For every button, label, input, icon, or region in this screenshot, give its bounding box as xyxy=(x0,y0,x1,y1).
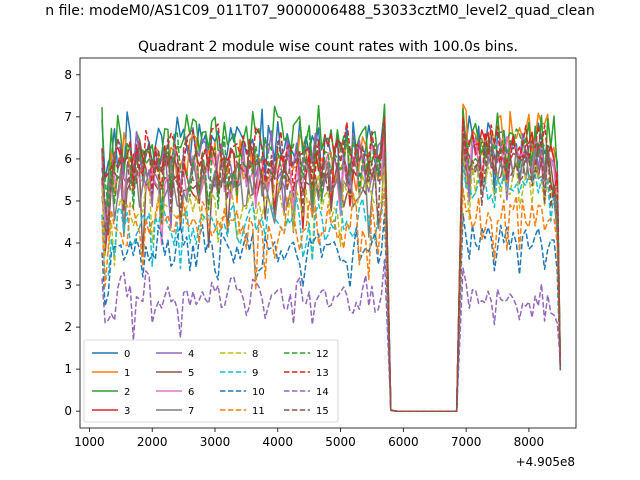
series-line-8 xyxy=(101,153,562,412)
legend-label-1: 1 xyxy=(124,368,130,379)
series-line-10 xyxy=(101,212,562,412)
legend-label-12: 12 xyxy=(316,349,329,360)
series-line-14 xyxy=(101,259,562,412)
legend-label-6: 6 xyxy=(188,387,194,398)
y-axis: 0 1 2 3 4 5 6 7 8 xyxy=(64,68,80,418)
y-tick-label: 7 xyxy=(64,110,72,124)
x-tick-label: 1000 xyxy=(74,435,105,449)
series-line-15 xyxy=(101,128,562,412)
legend-label-14: 14 xyxy=(316,387,329,398)
x-tick-label: 4000 xyxy=(262,435,293,449)
series-line-13 xyxy=(101,116,562,412)
legend-label-2: 2 xyxy=(124,387,130,398)
legend-label-10: 10 xyxy=(252,387,265,398)
legend-label-15: 15 xyxy=(316,406,329,417)
y-tick-label: 1 xyxy=(64,362,72,376)
x-tick-label: 8000 xyxy=(514,435,545,449)
legend-label-7: 7 xyxy=(188,406,194,417)
legend-label-4: 4 xyxy=(188,349,194,360)
y-tick-label: 6 xyxy=(64,152,72,166)
x-tick-label: 3000 xyxy=(200,435,231,449)
x-tick-label: 5000 xyxy=(325,435,356,449)
x-axis: 1000 2000 3000 4000 5000 6000 7000 8000 xyxy=(74,428,544,449)
legend-label-0: 0 xyxy=(124,349,130,360)
y-tick-label: 0 xyxy=(64,404,72,418)
legend-label-3: 3 xyxy=(124,406,130,417)
x-tick-label: 7000 xyxy=(451,435,482,449)
x-tick-label: 6000 xyxy=(388,435,419,449)
figure-suptitle: n file: modeM0/AS1C09_011T07_9000006488_… xyxy=(45,3,594,19)
legend-label-5: 5 xyxy=(188,368,194,379)
legend-label-13: 13 xyxy=(316,368,329,379)
x-tick-label: 2000 xyxy=(137,435,168,449)
legend-label-8: 8 xyxy=(252,349,258,360)
legend-label-11: 11 xyxy=(252,406,265,417)
series-line-0 xyxy=(101,107,562,412)
y-tick-label: 8 xyxy=(64,68,72,82)
legend-box xyxy=(83,339,339,423)
y-tick-label: 2 xyxy=(64,320,72,334)
chart-title: Quadrant 2 module wise count rates with … xyxy=(138,39,518,55)
y-tick-label: 3 xyxy=(64,278,72,292)
y-tick-label: 5 xyxy=(64,194,72,208)
x-offset-text: +4.905e8 xyxy=(516,455,575,469)
series-line-9 xyxy=(101,162,562,412)
series-layer xyxy=(101,103,562,412)
legend-label-9: 9 xyxy=(252,368,258,379)
series-line-11 xyxy=(101,187,562,412)
y-tick-label: 4 xyxy=(64,236,72,250)
